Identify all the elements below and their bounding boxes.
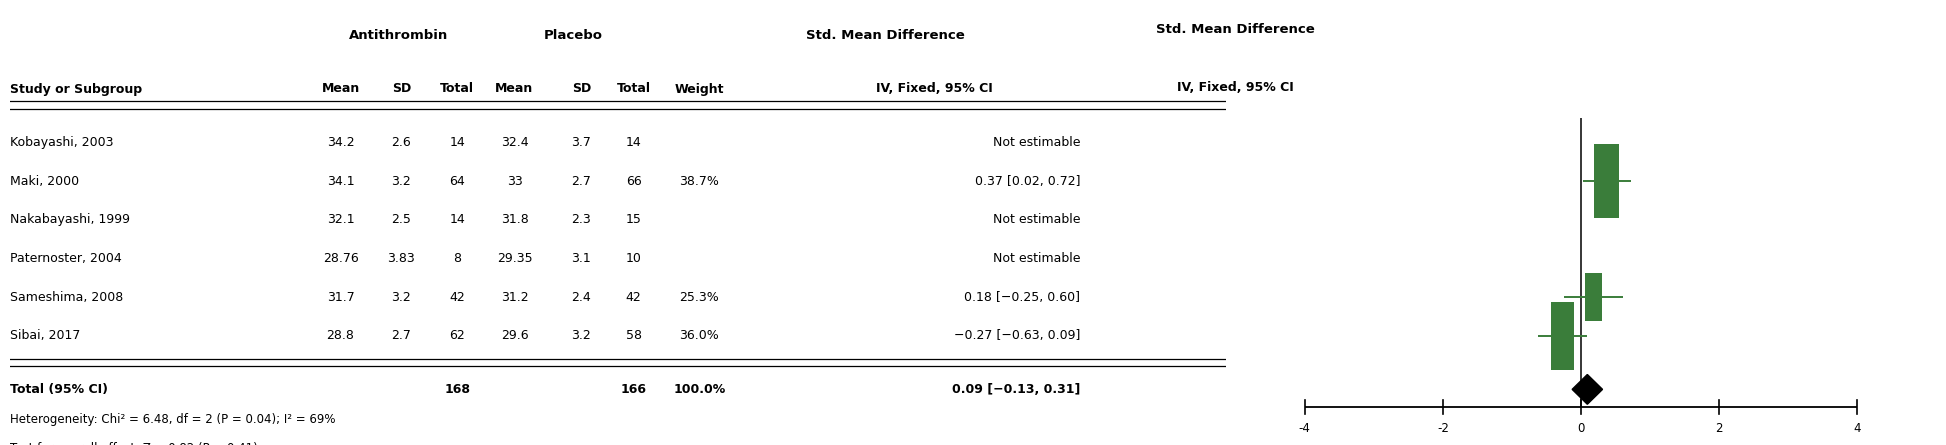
Text: 2.7: 2.7 [391,329,411,343]
Text: 0: 0 [1578,422,1584,435]
Text: Maki, 2000: Maki, 2000 [10,174,80,188]
Text: 42: 42 [627,291,642,304]
Text: 28.8: 28.8 [327,329,354,343]
Text: 42: 42 [450,291,465,304]
Text: 2.6: 2.6 [391,136,411,149]
Text: Std. Mean Difference: Std. Mean Difference [1156,23,1315,36]
Text: 2.5: 2.5 [391,213,411,227]
Text: Nakabayashi, 1999: Nakabayashi, 1999 [10,213,130,227]
Text: Total (95% CI): Total (95% CI) [10,383,107,396]
Text: 0.37 [0.02, 0.72]: 0.37 [0.02, 0.72] [975,174,1080,188]
Text: SD: SD [572,82,592,96]
Text: Mean: Mean [321,82,360,96]
Text: 3.83: 3.83 [387,252,414,265]
Text: -4: -4 [1298,422,1312,435]
Text: 10: 10 [627,252,642,265]
Text: -2: -2 [1436,422,1450,435]
Text: 31.7: 31.7 [327,291,354,304]
Text: 3.2: 3.2 [572,329,592,343]
Text: 14: 14 [450,136,465,149]
Text: Kobayashi, 2003: Kobayashi, 2003 [10,136,113,149]
Text: Not estimable: Not estimable [992,252,1080,265]
Text: SD: SD [391,82,411,96]
Text: 33: 33 [506,174,522,188]
Bar [1551,302,1574,370]
Text: 2.4: 2.4 [572,291,592,304]
Text: Placebo: Placebo [543,29,603,42]
Text: 31.8: 31.8 [500,213,529,227]
Text: Sameshima, 2008: Sameshima, 2008 [10,291,123,304]
Text: 168: 168 [444,383,471,396]
Text: Test for overall effect: Z = 0.82 (P = 0.41): Test for overall effect: Z = 0.82 (P = 0… [10,442,257,445]
Bar [1586,273,1602,321]
Text: 25.3%: 25.3% [679,291,720,304]
Text: Sibai, 2017: Sibai, 2017 [10,329,80,343]
Text: 2.3: 2.3 [572,213,592,227]
Text: 34.2: 34.2 [327,136,354,149]
Text: 28.76: 28.76 [323,252,358,265]
Text: 38.7%: 38.7% [679,174,720,188]
Text: Std. Mean Difference: Std. Mean Difference [806,29,965,42]
Text: 29.35: 29.35 [496,252,533,265]
Text: 3.1: 3.1 [572,252,592,265]
Text: 15: 15 [627,213,642,227]
Text: 100.0%: 100.0% [673,383,726,396]
Text: Not estimable: Not estimable [992,213,1080,227]
Text: 0.09 [−0.13, 0.31]: 0.09 [−0.13, 0.31] [952,383,1080,396]
Text: Heterogeneity: Chi² = 6.48, df = 2 (P = 0.04); I² = 69%: Heterogeneity: Chi² = 6.48, df = 2 (P = … [10,413,335,426]
Text: Not estimable: Not estimable [992,136,1080,149]
Text: IV, Fixed, 95% CI: IV, Fixed, 95% CI [1177,81,1294,93]
Text: 29.6: 29.6 [500,329,527,343]
Text: 3.2: 3.2 [391,174,411,188]
Text: 62: 62 [450,329,465,343]
Text: 0.18 [−0.25, 0.60]: 0.18 [−0.25, 0.60] [963,291,1080,304]
Polygon shape [1572,375,1604,404]
Text: 14: 14 [450,213,465,227]
Text: Weight: Weight [675,82,724,96]
Text: 3.2: 3.2 [391,291,411,304]
Text: 4: 4 [1855,422,1860,435]
Text: IV, Fixed, 95% CI: IV, Fixed, 95% CI [876,82,992,96]
Text: 14: 14 [627,136,642,149]
Text: 2.7: 2.7 [572,174,592,188]
Text: 58: 58 [627,329,642,343]
Text: 32.1: 32.1 [327,213,354,227]
Text: 32.4: 32.4 [500,136,527,149]
Text: 3.7: 3.7 [572,136,592,149]
Text: 36.0%: 36.0% [679,329,720,343]
Text: 166: 166 [621,383,646,396]
Text: 31.2: 31.2 [500,291,527,304]
Text: 64: 64 [450,174,465,188]
Text: 2: 2 [1716,422,1722,435]
Text: Total: Total [617,82,650,96]
Text: 66: 66 [627,174,642,188]
Text: −0.27 [−0.63, 0.09]: −0.27 [−0.63, 0.09] [954,329,1080,343]
Text: Mean: Mean [496,82,533,96]
Text: Paternoster, 2004: Paternoster, 2004 [10,252,121,265]
Text: 8: 8 [453,252,461,265]
Text: 34.1: 34.1 [327,174,354,188]
Bar [1594,144,1619,218]
Text: Study or Subgroup: Study or Subgroup [10,82,142,96]
Text: Antithrombin: Antithrombin [348,29,450,42]
Text: Total: Total [440,82,475,96]
